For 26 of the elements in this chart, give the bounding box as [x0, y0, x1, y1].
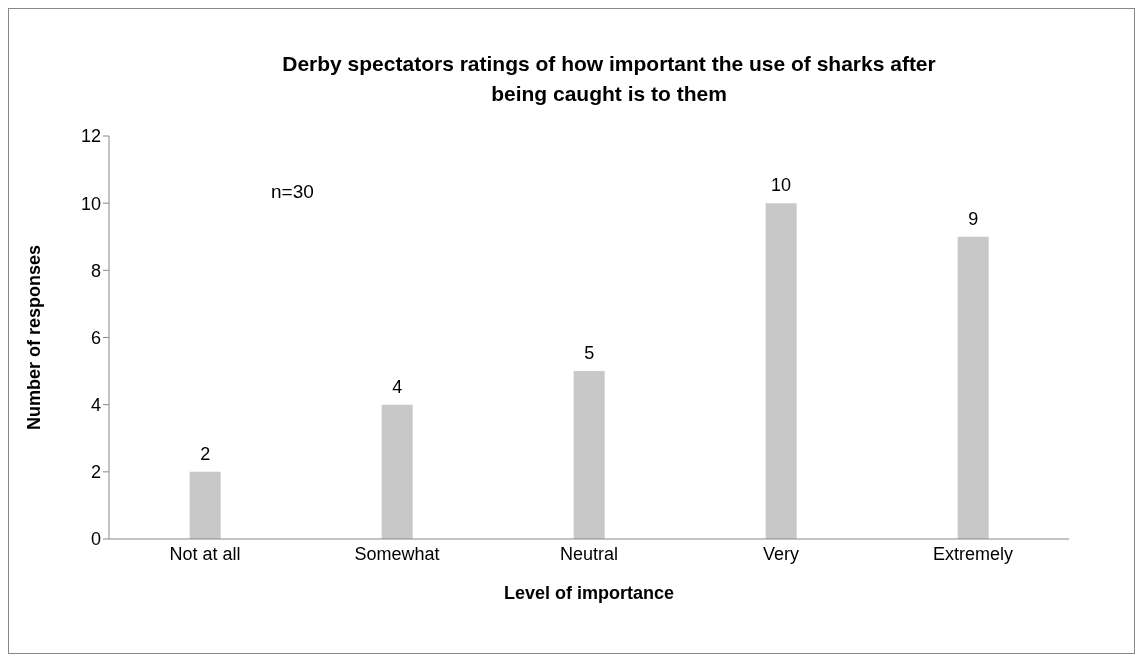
data-label: 9 — [968, 208, 979, 229]
x-tick-label: Very — [762, 543, 800, 564]
data-label: 4 — [392, 376, 403, 397]
bar — [573, 371, 605, 539]
bar — [957, 236, 989, 539]
data-label: 2 — [200, 443, 211, 464]
y-tick-label: 12 — [80, 126, 101, 147]
y-axis-title: Number of responses — [24, 244, 45, 431]
y-tick-label: 0 — [90, 529, 101, 550]
y-tick-label: 2 — [90, 462, 101, 483]
y-tick-label: 6 — [90, 327, 101, 348]
chart-title: Derby spectators ratings of how important the use of sharks after being caught is to them — [281, 51, 937, 107]
bar — [381, 404, 413, 539]
annotation: n=30 — [271, 181, 314, 203]
x-axis-title: Level of importance — [503, 583, 675, 603]
x-tick-label: Not at all — [169, 543, 241, 564]
y-tick-label: 4 — [90, 395, 101, 416]
x-tick-label: Neutral — [559, 543, 619, 564]
bar — [765, 203, 797, 539]
data-label: 10 — [771, 175, 792, 196]
y-tick-label: 8 — [90, 260, 101, 281]
bar — [189, 471, 221, 539]
x-tick-label: Somewhat — [354, 543, 440, 564]
data-label: 5 — [584, 343, 595, 364]
x-tick-label: Extremely — [932, 543, 1014, 564]
y-tick-label: 10 — [80, 193, 101, 214]
